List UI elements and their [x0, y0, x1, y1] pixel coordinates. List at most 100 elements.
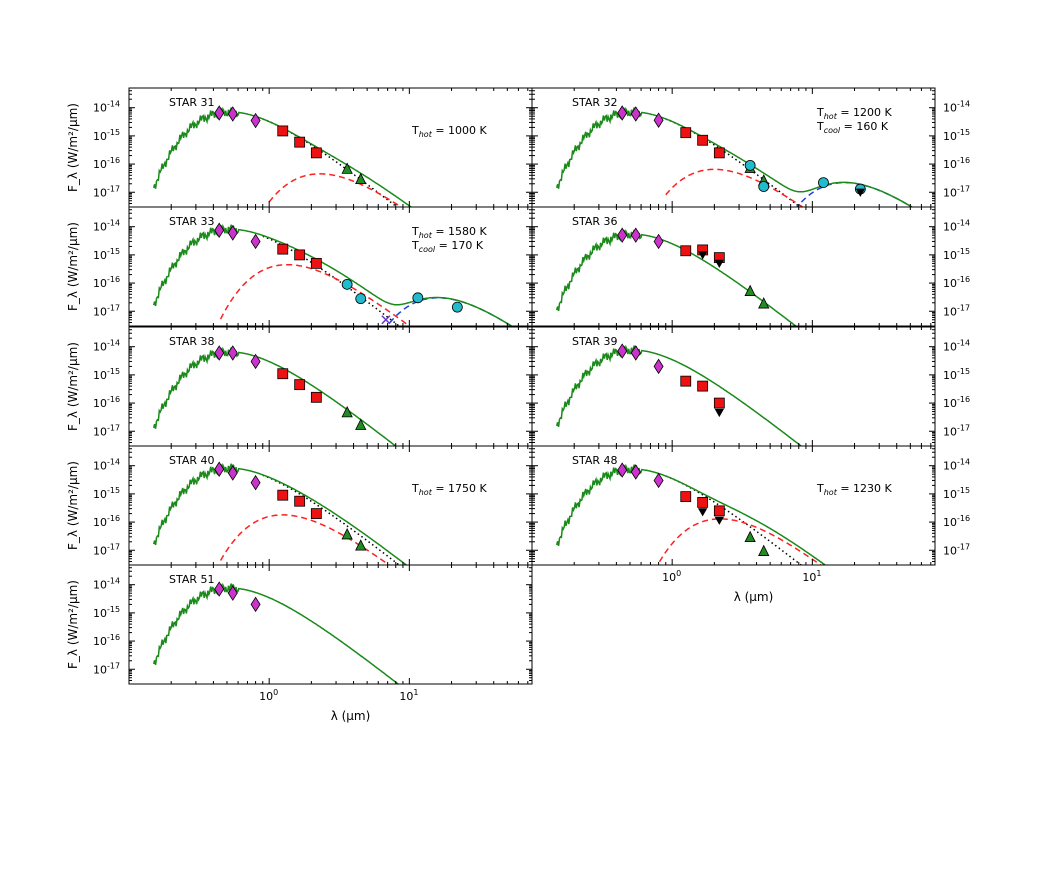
stellar-model-line [665, 475, 803, 565]
y-tick-label: 10-17 [93, 423, 120, 438]
y-tick-label: 10-15 [93, 367, 120, 382]
y-tick-label: 10-14 [943, 458, 970, 473]
optical-point [250, 596, 261, 613]
nir-point [697, 134, 709, 146]
panel-name: STAR 32 [572, 96, 618, 109]
x-axis-label: λ (μm) [734, 590, 774, 604]
upper-limit-marker [714, 408, 725, 418]
hot-dust-line [656, 518, 823, 565]
nir-point [294, 379, 306, 391]
y-tick-label: 10-16 [93, 156, 120, 171]
panel-name: STAR 38 [169, 335, 215, 348]
y-tick-label: 10-15 [93, 486, 120, 501]
irac-point [355, 418, 367, 430]
temperature-annotation: Thot = 1200 K [816, 106, 893, 121]
nir-point [697, 496, 709, 508]
y-tick-label: 10-16 [93, 633, 120, 648]
x-tick-label: 101 [802, 569, 821, 584]
y-tick-label: 10-17 [93, 184, 120, 199]
y-tick-label: 10-15 [943, 486, 970, 501]
irac-point [758, 297, 770, 309]
nir-point [680, 491, 692, 503]
y-tick-label: 10-17 [943, 423, 970, 438]
y-tick-label: 10-16 [943, 275, 970, 290]
nir-point [277, 243, 289, 255]
nir-point [310, 508, 322, 519]
irac-point [355, 539, 367, 551]
upper-limit-marker [855, 188, 866, 197]
hot-dust-line [665, 168, 804, 207]
irac-point [341, 162, 353, 174]
optical-point [653, 233, 664, 250]
temperature-annotation: Tcool = 170 K [411, 239, 484, 254]
plot-area [555, 105, 914, 207]
upper-limit-marker [714, 516, 725, 525]
temperature-annotation: Thot = 1580 K [411, 225, 488, 240]
y-tick-label: 10-15 [943, 367, 970, 382]
irac-point [744, 284, 756, 296]
temperature-annotation: Thot = 1230 K [816, 482, 893, 497]
y-tick-label: 10-15 [93, 247, 120, 262]
y-tick-label: 10-14 [943, 100, 970, 115]
y-tick-label: 10-14 [943, 339, 970, 354]
optical-point [227, 465, 238, 481]
y-tick-label: 10-17 [93, 661, 120, 676]
irac-point [355, 172, 367, 185]
plot-area [152, 461, 408, 565]
optical-point [250, 353, 261, 370]
x-tick-label: 100 [259, 688, 278, 703]
y-tick-label: 10-14 [943, 219, 970, 234]
upper-limit-marker [697, 251, 708, 260]
y-tick-label: 10-15 [93, 605, 120, 620]
y-tick-label: 10-15 [943, 247, 970, 262]
plot-area [152, 581, 400, 684]
panel-name: STAR 51 [169, 573, 215, 586]
x-tick-label: 101 [399, 688, 418, 703]
optical-point [250, 474, 261, 491]
nir-point [310, 147, 322, 159]
nir-point [277, 368, 289, 380]
panel-star-36: 10-17 10-16 10-15 10-14 STAR 36 [531, 206, 970, 327]
temperature-annotation: Tcool = 160 K [816, 120, 889, 135]
nir-point [680, 127, 692, 139]
y-tick-label: 10-14 [93, 458, 120, 473]
optical-point [227, 345, 238, 361]
optical-point [227, 585, 238, 601]
plot-area [555, 227, 797, 326]
nir-point [680, 375, 692, 387]
panel-name: STAR 39 [572, 335, 618, 348]
nir-point [310, 257, 322, 269]
optical-point [617, 105, 628, 121]
panel-star-51: 10-17 10-16 10-15 10-14 F_λ (W/m²/μm) STAR 51… [66, 564, 533, 723]
y-tick-label: 10-16 [943, 514, 970, 529]
hot-dust-line [219, 263, 411, 326]
x-tick-label: 100 [662, 569, 681, 584]
optical-point [214, 581, 225, 597]
optical-point [214, 345, 225, 361]
y-tick-label: 10-16 [93, 275, 120, 290]
y-tick-label: 10-17 [943, 303, 970, 318]
y-tick-label: 10-14 [93, 100, 120, 115]
mips-point [744, 159, 756, 171]
y-tick-label: 10-14 [93, 577, 120, 592]
plot-area [152, 222, 513, 326]
optical-point [617, 462, 628, 478]
total-model-line [152, 582, 400, 684]
y-tick-label: 10-16 [93, 514, 120, 529]
y-tick-label: 10-17 [943, 542, 970, 557]
upper-limit-marker [714, 259, 725, 268]
panel-star-32: 10-17 10-16 10-15 10-14 STAR 32 Thot = 1200 K… [531, 87, 970, 208]
panel-star-40: 10-17 10-16 10-15 10-14 F_λ (W/m²/μm) STAR 40… [66, 445, 533, 566]
optical-point [630, 106, 641, 122]
plot-area [555, 462, 827, 565]
stellar-model-line [262, 474, 401, 565]
y-tick-label: 10-16 [943, 156, 970, 171]
upper-limit-marker [697, 508, 708, 517]
nir-point [277, 125, 289, 137]
panel-star-33: 10-17 10-16 10-15 10-14 F_λ (W/m²/μm) STAR 33… [66, 206, 533, 327]
panel-star-38: 10-17 10-16 10-15 10-14 F_λ (W/m²/μm) STAR 38 [66, 326, 533, 447]
optical-point [630, 464, 641, 480]
panel-name: STAR 31 [169, 96, 215, 109]
plot-area [152, 345, 397, 446]
